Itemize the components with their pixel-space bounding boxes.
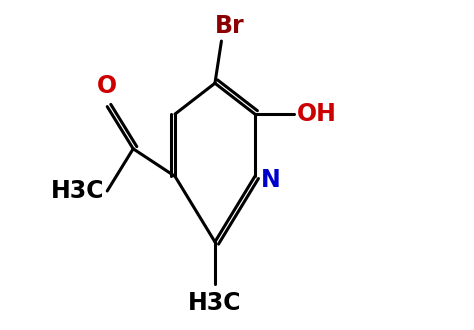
Text: H3C: H3C — [188, 290, 242, 314]
Text: O: O — [97, 75, 117, 98]
Text: Br: Br — [215, 14, 245, 38]
Text: N: N — [261, 168, 281, 192]
Text: OH: OH — [297, 102, 337, 126]
Text: H3C: H3C — [50, 179, 104, 203]
